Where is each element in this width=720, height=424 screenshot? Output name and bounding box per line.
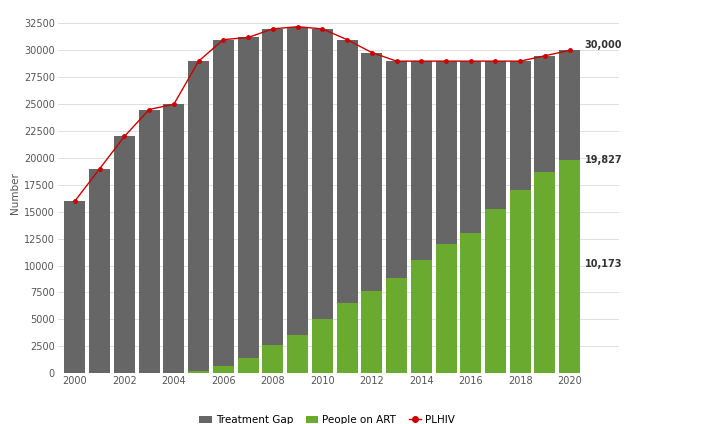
Bar xyxy=(361,291,382,373)
Bar xyxy=(287,27,308,335)
Bar xyxy=(336,39,358,303)
Bar xyxy=(460,61,481,233)
Bar xyxy=(188,61,209,371)
Bar xyxy=(336,303,358,373)
Bar xyxy=(436,61,456,244)
Bar xyxy=(386,279,407,373)
Bar xyxy=(534,172,556,373)
Bar xyxy=(89,169,110,373)
Bar xyxy=(460,233,481,373)
Bar xyxy=(559,50,580,160)
Bar xyxy=(213,365,234,373)
Bar xyxy=(534,56,556,172)
Bar xyxy=(312,29,333,319)
Bar xyxy=(262,29,284,345)
Bar xyxy=(213,39,234,365)
Bar xyxy=(411,260,432,373)
Bar xyxy=(436,244,456,373)
Text: 10,173: 10,173 xyxy=(585,259,622,269)
Bar xyxy=(386,61,407,279)
Bar xyxy=(510,61,531,190)
Bar xyxy=(139,109,160,373)
Bar xyxy=(188,371,209,373)
Y-axis label: Number: Number xyxy=(9,172,19,214)
Bar xyxy=(559,160,580,373)
Text: 19,827: 19,827 xyxy=(585,155,622,165)
Bar xyxy=(64,201,86,373)
Bar xyxy=(510,190,531,373)
Bar xyxy=(238,358,258,373)
Bar xyxy=(361,53,382,291)
Bar xyxy=(262,345,284,373)
Text: 30,000: 30,000 xyxy=(585,40,622,50)
Bar xyxy=(163,104,184,373)
Legend: Treatment Gap, People on ART, PLHIV: Treatment Gap, People on ART, PLHIV xyxy=(195,411,459,424)
Bar xyxy=(485,61,506,209)
Bar xyxy=(287,335,308,373)
Bar xyxy=(114,137,135,373)
Bar xyxy=(411,61,432,260)
Bar xyxy=(312,319,333,373)
Bar xyxy=(485,209,506,373)
Bar xyxy=(238,37,258,358)
